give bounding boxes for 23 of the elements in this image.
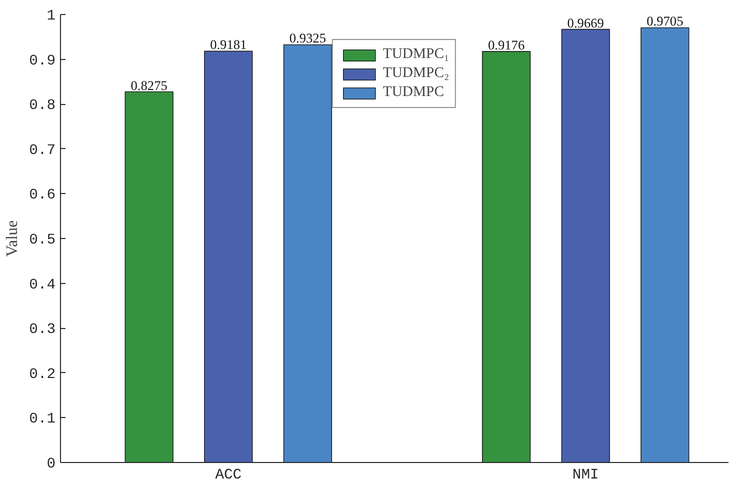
y-tick-label: 0	[46, 456, 56, 472]
y-tick-label: 0.1	[29, 412, 56, 428]
data-label: 0.9325	[289, 30, 326, 46]
y-axis-title: Value	[4, 220, 22, 257]
x-tick-label: ACC	[215, 468, 242, 484]
legend-label: TUDMPC	[382, 84, 444, 101]
x-tick-label: NMI	[572, 468, 599, 484]
legend-label: TUDMPC₂	[382, 65, 450, 82]
data-label: 0.9705	[646, 14, 684, 29]
y-tick-label: 0.7	[29, 142, 56, 159]
data-label: 0.9181	[210, 37, 247, 52]
data-label: 0.9669	[567, 15, 604, 30]
y-tick-label: 0.8	[29, 98, 56, 114]
y-tick-label: 0.9	[29, 53, 56, 70]
y-tick-label: 0.3	[29, 322, 56, 338]
y-tick-label: 0.2	[29, 366, 56, 383]
y-tick-label: 1	[46, 8, 56, 24]
data-label: 0.8275	[130, 78, 168, 93]
y-tick-label: 0.5	[29, 232, 56, 248]
legend-label: TUDMPC₁	[382, 46, 450, 63]
y-tick-label: 0.6	[29, 188, 56, 204]
data-label: 0.9176	[488, 37, 525, 52]
y-tick-label: 0.4	[29, 277, 56, 294]
